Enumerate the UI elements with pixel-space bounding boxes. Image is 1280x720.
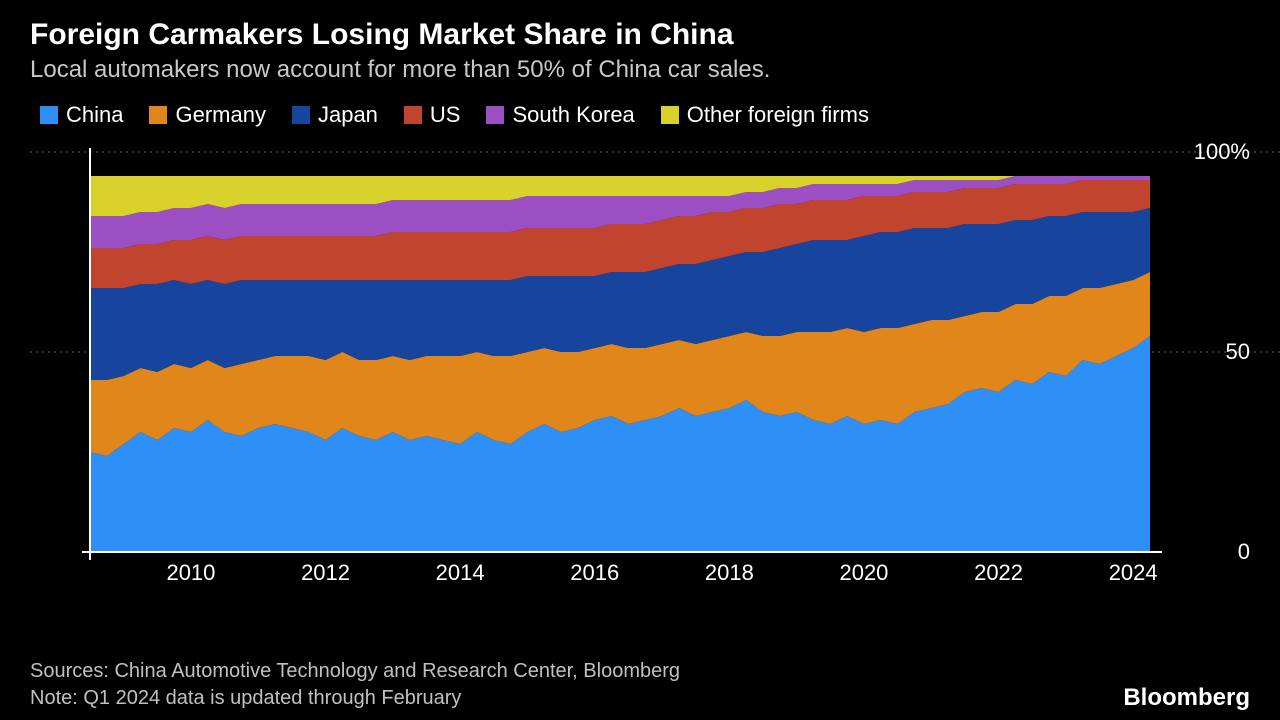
- legend-label: US: [430, 102, 461, 128]
- legend-item: Germany: [149, 102, 265, 128]
- chart-legend: China Germany Japan US South Korea Other fore…: [30, 102, 1250, 128]
- chart-footer: Sources: China Automotive Technology and…: [30, 658, 1250, 712]
- legend-label: China: [66, 102, 123, 128]
- x-tick-label: 2020: [839, 560, 888, 586]
- chart-title: Foreign Carmakers Losing Market Share in…: [30, 18, 1250, 52]
- x-tick-label: 2018: [705, 560, 754, 586]
- legend-item: South Korea: [486, 102, 634, 128]
- legend-swatch: [661, 106, 679, 124]
- brand-label: Bloomberg: [1123, 684, 1250, 712]
- legend-swatch: [486, 106, 504, 124]
- x-tick-label: 2024: [1109, 560, 1158, 586]
- x-tick-label: 2022: [974, 560, 1023, 586]
- legend-item: US: [404, 102, 461, 128]
- legend-label: Japan: [318, 102, 378, 128]
- x-tick-label: 2012: [301, 560, 350, 586]
- legend-swatch: [40, 106, 58, 124]
- legend-item: Other foreign firms: [661, 102, 869, 128]
- y-tick-label: 100%: [1194, 139, 1250, 165]
- x-axis-labels: 2010 2012 2014 2016 2018 2020 2022 2024: [30, 560, 1280, 590]
- legend-swatch: [404, 106, 422, 124]
- chart-subtitle: Local automakers now account for more th…: [30, 56, 1250, 84]
- legend-label: Germany: [175, 102, 265, 128]
- legend-label: South Korea: [512, 102, 634, 128]
- x-tick-label: 2016: [570, 560, 619, 586]
- legend-item: Japan: [292, 102, 378, 128]
- stacked-area-chart: [30, 142, 1280, 572]
- legend-item: China: [40, 102, 123, 128]
- x-tick-label: 2010: [166, 560, 215, 586]
- chart-area: 050100% 20102012201420162018202020222024: [30, 142, 1250, 572]
- x-tick-label: 2014: [436, 560, 485, 586]
- sources-line: Sources: China Automotive Technology and…: [30, 658, 680, 685]
- legend-swatch: [292, 106, 310, 124]
- legend-label: Other foreign firms: [687, 102, 869, 128]
- note-line: Note: Q1 2024 data is updated through Fe…: [30, 685, 680, 712]
- y-tick-label: 50: [1226, 339, 1250, 365]
- legend-swatch: [149, 106, 167, 124]
